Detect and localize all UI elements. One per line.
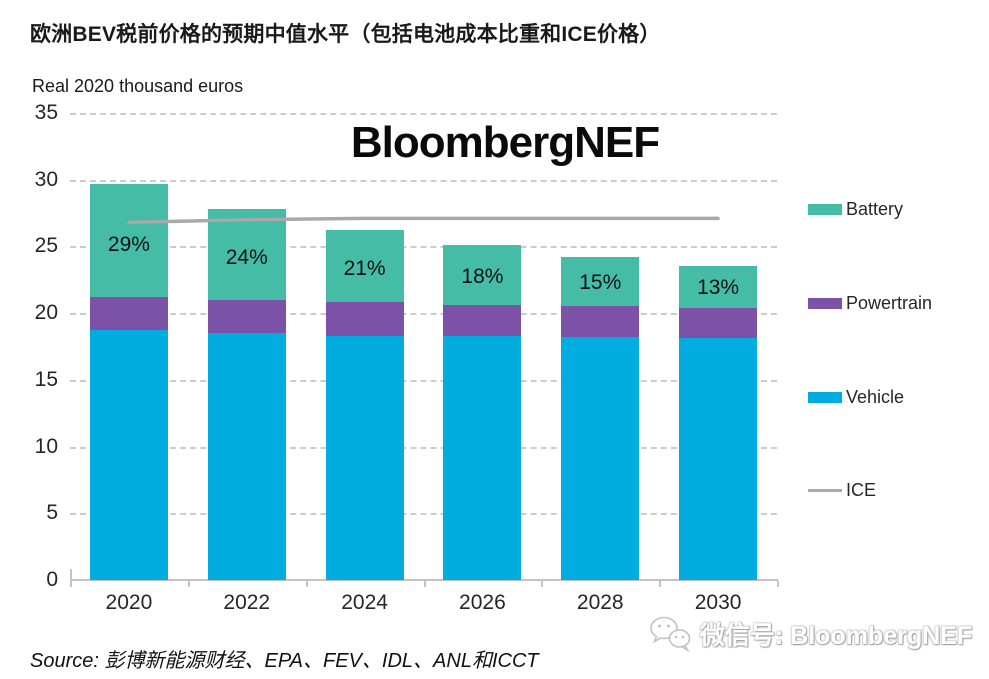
legend-swatch-powertrain: [808, 297, 842, 309]
battery-share-label-2024: 21%: [343, 257, 386, 281]
x-axis-tick-label-2024: 2024: [341, 591, 388, 614]
legend-item-ice: ICE: [808, 479, 876, 501]
gridline-30: [70, 179, 777, 182]
x-axis-tick: [423, 581, 426, 587]
bar-segment-vehicle-2026: [443, 335, 522, 580]
x-axis-tick: [659, 581, 662, 587]
bar-segment-powertrain-2026: [443, 305, 522, 336]
bar-segment-vehicle-2020: [89, 330, 168, 580]
bar-segment-battery-2028: [561, 257, 640, 307]
legend-label-battery: Battery: [846, 198, 904, 219]
gridline-35: [70, 113, 777, 115]
battery-share-label-2022: 24%: [225, 245, 268, 269]
y-axis-tick-label: 35: [34, 101, 58, 124]
bar-segment-vehicle-2030: [679, 338, 758, 580]
y-axis-tick-label: 20: [34, 301, 58, 325]
gridline-25: [70, 246, 777, 249]
legend-swatch-battery: [808, 203, 842, 215]
y-axis-tick-label: 10: [34, 434, 58, 458]
battery-share-label-2028: 15%: [579, 271, 622, 295]
x-axis-tick-label-2026: 2026: [459, 591, 506, 614]
legend-item-powertrain: Powertrain: [808, 292, 932, 314]
wechat-watermark-text: 微信号: BloombergNEF: [700, 622, 973, 650]
y-axis-tick-label: 15: [34, 367, 58, 391]
x-axis-tick-label-2022: 2022: [223, 591, 271, 614]
bar-segment-battery-2030: [679, 266, 758, 308]
y-axis-tick-label: 30: [34, 167, 58, 191]
gridline-10: [70, 446, 777, 449]
legend-label-ice: ICE: [846, 479, 877, 500]
legend-label-vehicle: Vehicle: [846, 386, 905, 407]
bar-segment-powertrain-2028: [561, 306, 640, 338]
bar-segment-battery-2022: [207, 209, 286, 300]
gridline-15: [70, 379, 777, 382]
x-axis-tick: [777, 581, 779, 587]
gridline-5: [70, 513, 777, 516]
y-axis-tick-label: 25: [34, 234, 58, 258]
battery-share-label-2030: 13%: [697, 276, 740, 300]
chart-title: 欧洲BEV税前价格的预期中值水平（包括电池成本比重和ICE价格）: [30, 23, 661, 46]
x-axis-tick-label-2028: 2028: [576, 591, 624, 614]
source-caption: Source: 彭博新能源财经、EPA、FEV、IDL、ANL和ICCT: [30, 650, 539, 672]
bar-segment-vehicle-2022: [207, 333, 286, 580]
x-axis-tick-label-2030: 2030: [694, 591, 742, 614]
legend-label-powertrain: Powertrain: [846, 292, 933, 313]
bar-segment-powertrain-2030: [679, 307, 758, 339]
y-axis-tick-label: 5: [46, 501, 58, 525]
legend-line-ice: [808, 488, 842, 492]
bar-segment-vehicle-2024: [325, 335, 404, 580]
bar-segment-powertrain-2024: [325, 302, 404, 336]
battery-share-label-2020: 29%: [107, 233, 150, 257]
bar-segment-battery-2026: [443, 245, 522, 306]
x-axis-tick: [187, 581, 190, 587]
y-axis-tick-label: 0: [46, 568, 58, 591]
x-axis-line: [70, 579, 778, 581]
battery-share-label-2026: 18%: [461, 265, 504, 289]
gridline-20: [70, 313, 777, 316]
x-axis-tick-label-2020: 2020: [105, 591, 153, 614]
bar-segment-powertrain-2022: [207, 299, 286, 334]
bar-segment-powertrain-2020: [89, 297, 168, 331]
wechat-icon: [650, 616, 691, 653]
y-axis-unit-label: Real 2020 thousand euros: [32, 76, 244, 96]
legend-swatch-vehicle: [808, 391, 842, 403]
wechat-watermark: 微信号: BloombergNEF: [648, 614, 972, 654]
x-axis-tick: [305, 581, 308, 587]
legend-item-vehicle: Vehicle: [808, 386, 904, 408]
bloombergnef-watermark: BloombergNEF: [350, 118, 660, 167]
legend-item-battery: Battery: [808, 198, 903, 220]
x-axis-tick: [70, 581, 72, 587]
bar-segment-battery-2024: [325, 230, 404, 303]
x-axis-tick: [541, 581, 544, 587]
bar-segment-vehicle-2028: [561, 337, 640, 580]
y-axis-corner-stub: [70, 569, 72, 579]
bar-segment-battery-2020: [89, 183, 168, 298]
